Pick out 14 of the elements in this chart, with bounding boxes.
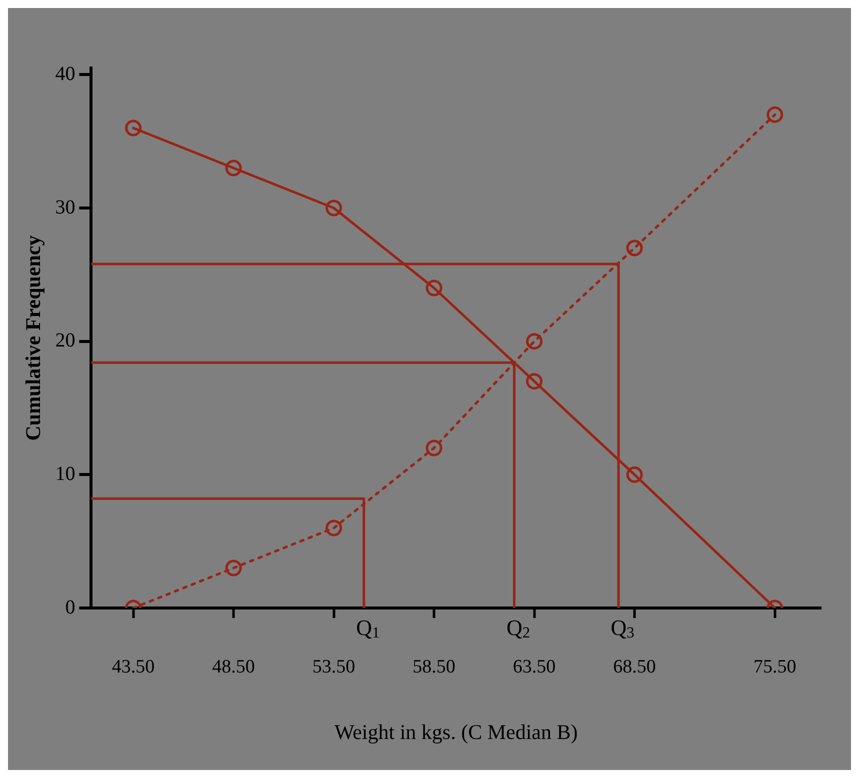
x-tick-label: 58.50 [412, 656, 456, 678]
y-tick-label: 10 [55, 462, 76, 485]
x-tick-label: 68.50 [613, 656, 656, 678]
y-tick-label: 20 [55, 330, 76, 352]
x-tick-label: 48.50 [212, 656, 255, 678]
y-tick-label: 30 [55, 196, 76, 218]
y-tick-label: 0 [65, 596, 76, 618]
y-axis-title: Cumulative Frequency [21, 234, 46, 441]
y-tick-label: 40 [55, 62, 76, 85]
x-tick-label: 63.50 [512, 656, 556, 678]
x-tick-label: 75.50 [754, 656, 796, 678]
x-tick-label: 53.50 [312, 656, 356, 678]
x-tick-label: 43.50 [112, 656, 155, 678]
x-axis-title: Weight in kgs. (C Median B) [334, 720, 578, 744]
